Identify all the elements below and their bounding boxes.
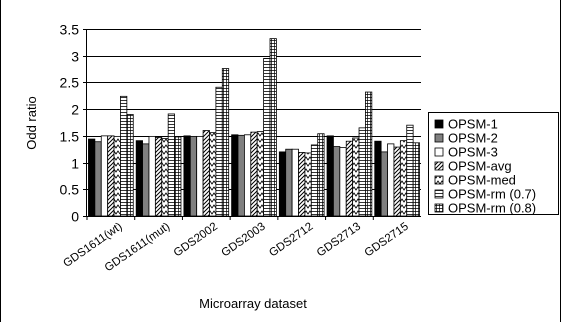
legend-label: OPSM-1 — [448, 117, 498, 132]
x-tick-label: GDS2715 — [363, 221, 411, 260]
bar-opsm-1-gds1611-mut — [135, 140, 143, 217]
legend-label: OPSM-med — [448, 173, 516, 188]
bar-opsm-avg-gds1611-wt — [107, 135, 115, 217]
bar-opsm-med-gds2713 — [352, 137, 360, 217]
bar-opsm-3-gds2002 — [196, 135, 204, 217]
bar-opsm-rm-0-7-gds1611-mut — [167, 113, 175, 217]
x-axis-title: Microarray dataset — [199, 296, 307, 311]
bar-opsm-rm-0-8-gds1611-mut — [174, 136, 182, 217]
legend-label: OPSM-avg — [448, 159, 512, 174]
bar-opsm-1-gds2002 — [183, 135, 191, 217]
bar-opsm-med-gds1611-mut — [161, 138, 169, 217]
x-tick-label: GDS2713 — [315, 221, 363, 260]
legend: OPSM-1OPSM-2OPSM-3OPSM-avgOPSM-medOPSM-r… — [428, 112, 559, 216]
legend-swatch — [434, 203, 444, 213]
bar-opsm-avg-gds2712 — [298, 152, 306, 217]
bar-opsm-rm-0-8-gds1611-wt — [126, 114, 134, 217]
bar-opsm-avg-gds1611-mut — [154, 137, 163, 217]
y-tick-label: 2 — [71, 102, 79, 118]
legend-label: OPSM-rm (0.8) — [448, 201, 536, 216]
legend-swatch — [434, 119, 444, 129]
bar-opsm-2-gds2713 — [333, 146, 341, 217]
legend-swatch — [434, 189, 444, 199]
bars — [88, 38, 420, 217]
bar-opsm-rm-0-8-gds2002 — [221, 68, 230, 217]
bar-opsm-med-gds1611-wt — [113, 135, 121, 217]
bar-opsm-1-gds1611-wt — [88, 138, 96, 217]
bar-opsm-rm-0-7-gds2002 — [215, 86, 223, 217]
bar-opsm-rm-0-7-gds2715 — [406, 124, 414, 217]
bar-opsm-2-gds2003 — [237, 134, 245, 217]
bar-opsm-3-gds2713 — [339, 147, 347, 217]
bar-opsm-3-gds1611-wt — [100, 135, 109, 217]
x-tick-labels: GDS1611(wt)GDS1611(mut) GDS2002 GDS2003 GDS… — [61, 216, 411, 274]
bar-opsm-avg-gds2713 — [345, 140, 354, 217]
y-tick-labels: 0 0.5 1 1.5 2 2.5 3 3.5 — [60, 22, 87, 225]
axes — [86, 30, 421, 217]
bar-opsm-med-gds2003 — [256, 131, 265, 217]
bar-opsm-1-gds2715 — [374, 140, 382, 217]
bar-opsm-1-gds2713 — [326, 135, 334, 217]
bar-opsm-2-gds1611-wt — [94, 141, 102, 217]
bar-opsm-rm-0-8-gds2003 — [269, 38, 277, 217]
bar-opsm-avg-gds2715 — [393, 146, 401, 217]
bar-opsm-avg-gds2002 — [202, 130, 210, 217]
bar-opsm-3-gds2003 — [243, 134, 252, 217]
x-tick-label: GDS2003 — [219, 221, 267, 260]
bar-opsm-rm-0-8-gds2713 — [365, 91, 373, 217]
bar-opsm-med-gds2715 — [399, 140, 408, 217]
bar-opsm-1-gds2712 — [278, 151, 287, 217]
y-tick-label: 2.5 — [60, 75, 80, 91]
bar-opsm-rm-0-7-gds2713 — [358, 127, 366, 217]
y-tick-label: 3 — [71, 49, 79, 65]
y-tick-label: 1 — [71, 156, 79, 172]
bar-opsm-med-gds2002 — [209, 132, 217, 217]
x-tick-label: GDS2712 — [267, 221, 315, 260]
bar-opsm-med-gds2712 — [304, 152, 312, 217]
legend-swatch — [434, 161, 444, 171]
legend-label: OPSM-3 — [448, 145, 498, 160]
y-tick-label: 3.5 — [60, 22, 80, 38]
bar-opsm-2-gds2002 — [189, 135, 198, 217]
bar-opsm-3-gds1611-mut — [148, 135, 156, 217]
legend-swatch — [434, 175, 444, 185]
y-tick-label: 1.5 — [60, 129, 80, 145]
legend-swatch — [434, 133, 444, 143]
bar-opsm-2-gds2715 — [380, 151, 388, 217]
bar-opsm-rm-0-7-gds2003 — [263, 57, 271, 217]
legend-box — [428, 112, 559, 215]
x-tick-label: GDS2002 — [172, 221, 220, 260]
bar-opsm-avg-gds2003 — [250, 131, 258, 217]
legend-label: OPSM-2 — [448, 131, 498, 146]
legend-label: OPSM-rm (0.7) — [448, 187, 536, 202]
bar-opsm-3-gds2715 — [387, 143, 395, 217]
y-tick-label: 0 — [71, 209, 79, 225]
legend-swatch — [434, 147, 444, 157]
y-tick-label: 0.5 — [60, 182, 80, 198]
bar-opsm-rm-0-7-gds1611-wt — [120, 95, 128, 217]
bar-opsm-3-gds2712 — [291, 148, 299, 217]
bar-opsm-2-gds2712 — [285, 148, 293, 217]
bar-opsm-1-gds2003 — [231, 134, 239, 217]
bar-opsm-rm-0-8-gds2712 — [317, 133, 325, 217]
bar-opsm-2-gds1611-mut — [142, 143, 150, 217]
y-axis-title: Odd ratio — [24, 96, 39, 149]
bar-opsm-rm-0-7-gds2712 — [310, 144, 319, 217]
bar-opsm-rm-0-8-gds2715 — [412, 142, 420, 217]
